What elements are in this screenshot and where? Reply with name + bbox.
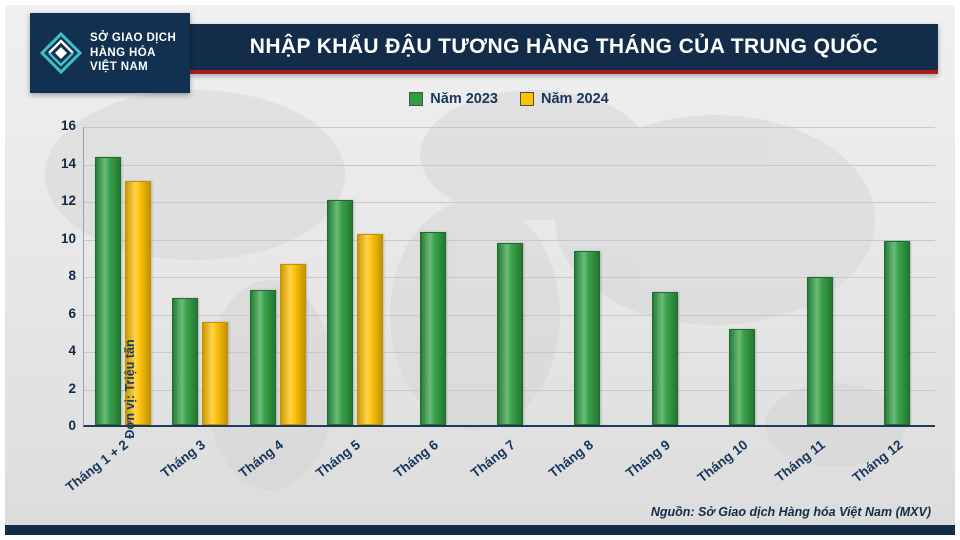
bar <box>327 200 354 425</box>
bar <box>279 263 306 425</box>
x-axis-category-label: Tháng 12 <box>849 437 906 486</box>
mxv-logo-box: SỞ GIAO DỊCH HÀNG HÓA VIỆT NAM <box>30 13 190 93</box>
mxv-logo-icon <box>40 32 82 74</box>
x-axis-category-label: Tháng 11 <box>772 437 829 485</box>
x-axis-category-label: Tháng 10 <box>694 437 751 486</box>
x-axis-category-label: Tháng 8 <box>545 437 596 481</box>
x-axis-category-label: Tháng 3 <box>158 437 209 481</box>
source-attribution: Nguồn: Sở Giao dịch Hàng hóa Việt Nam (M… <box>650 505 931 519</box>
bar <box>124 181 151 425</box>
y-axis-unit-label: Đơn vị: Triệu tấn <box>123 339 137 439</box>
logo-line-2: HÀNG HÓA <box>90 46 156 59</box>
title-bar: NHẬP KHẨU ĐẬU TƯƠNG HÀNG THÁNG CỦA TRUNG… <box>190 24 938 74</box>
y-axis-tick-label: 2 <box>68 380 76 396</box>
logo-line-1: SỞ GIAO DỊCH <box>90 31 177 44</box>
y-axis-tick-label: 16 <box>60 118 76 133</box>
x-axis-category-label: Tháng 1 + 2 <box>62 437 131 495</box>
bar <box>497 243 523 425</box>
bar <box>884 241 911 425</box>
bar <box>94 156 121 425</box>
legend-label: Năm 2024 <box>541 91 609 107</box>
bar <box>202 321 229 425</box>
x-axis-category-label: Tháng 7 <box>468 437 519 481</box>
legend-swatch <box>520 92 534 106</box>
bar <box>651 291 678 425</box>
y-axis-tick-label: 10 <box>60 230 76 246</box>
bar <box>806 276 833 425</box>
mxv-logo-text: SỞ GIAO DỊCH HÀNG HÓA VIỆT NAM <box>90 31 176 76</box>
legend-item: Năm 2024 <box>520 91 609 107</box>
x-axis-category-label: Tháng 6 <box>390 437 441 481</box>
bottom-navy-strip <box>5 525 955 535</box>
legend-item: Năm 2023 <box>409 91 498 107</box>
bar <box>574 250 601 425</box>
x-axis-category-label: Tháng 5 <box>313 437 364 481</box>
y-axis-tick-label: 14 <box>60 155 76 171</box>
bar <box>172 297 199 425</box>
x-axis-category-label: Tháng 4 <box>235 437 286 481</box>
chart-legend: Năm 2023 Năm 2024 <box>83 91 935 107</box>
y-axis-tick-label: 8 <box>68 268 76 283</box>
y-axis-tick-label: 12 <box>60 193 76 208</box>
legend-label: Năm 2023 <box>430 91 498 107</box>
chart-canvas: SỞ GIAO DỊCH HÀNG HÓA VIỆT NAM NHẬP KHẨU… <box>5 5 955 535</box>
bar <box>729 329 756 425</box>
legend-swatch <box>409 92 424 106</box>
chart-title: NHẬP KHẨU ĐẬU TƯƠNG HÀNG THÁNG CỦA TRUNG… <box>249 35 879 58</box>
y-axis-tick-label: 4 <box>68 343 76 358</box>
x-axis-category-label: Tháng 9 <box>623 437 674 481</box>
bar <box>419 231 446 425</box>
gridline <box>84 164 935 166</box>
gridline <box>84 239 935 241</box>
plot-area: Đơn vị: Triệu tấn 0 2 4 6 8 10 12 14 16 Tháng 1 +… <box>61 118 935 495</box>
logo-line-3: VIỆT NAM <box>90 61 149 74</box>
y-axis-tick-label: 0 <box>68 418 76 433</box>
bar <box>249 290 276 425</box>
gridline <box>84 202 935 203</box>
bar <box>357 233 384 425</box>
y-axis-tick-label: 6 <box>68 305 76 321</box>
gridline <box>84 127 935 128</box>
